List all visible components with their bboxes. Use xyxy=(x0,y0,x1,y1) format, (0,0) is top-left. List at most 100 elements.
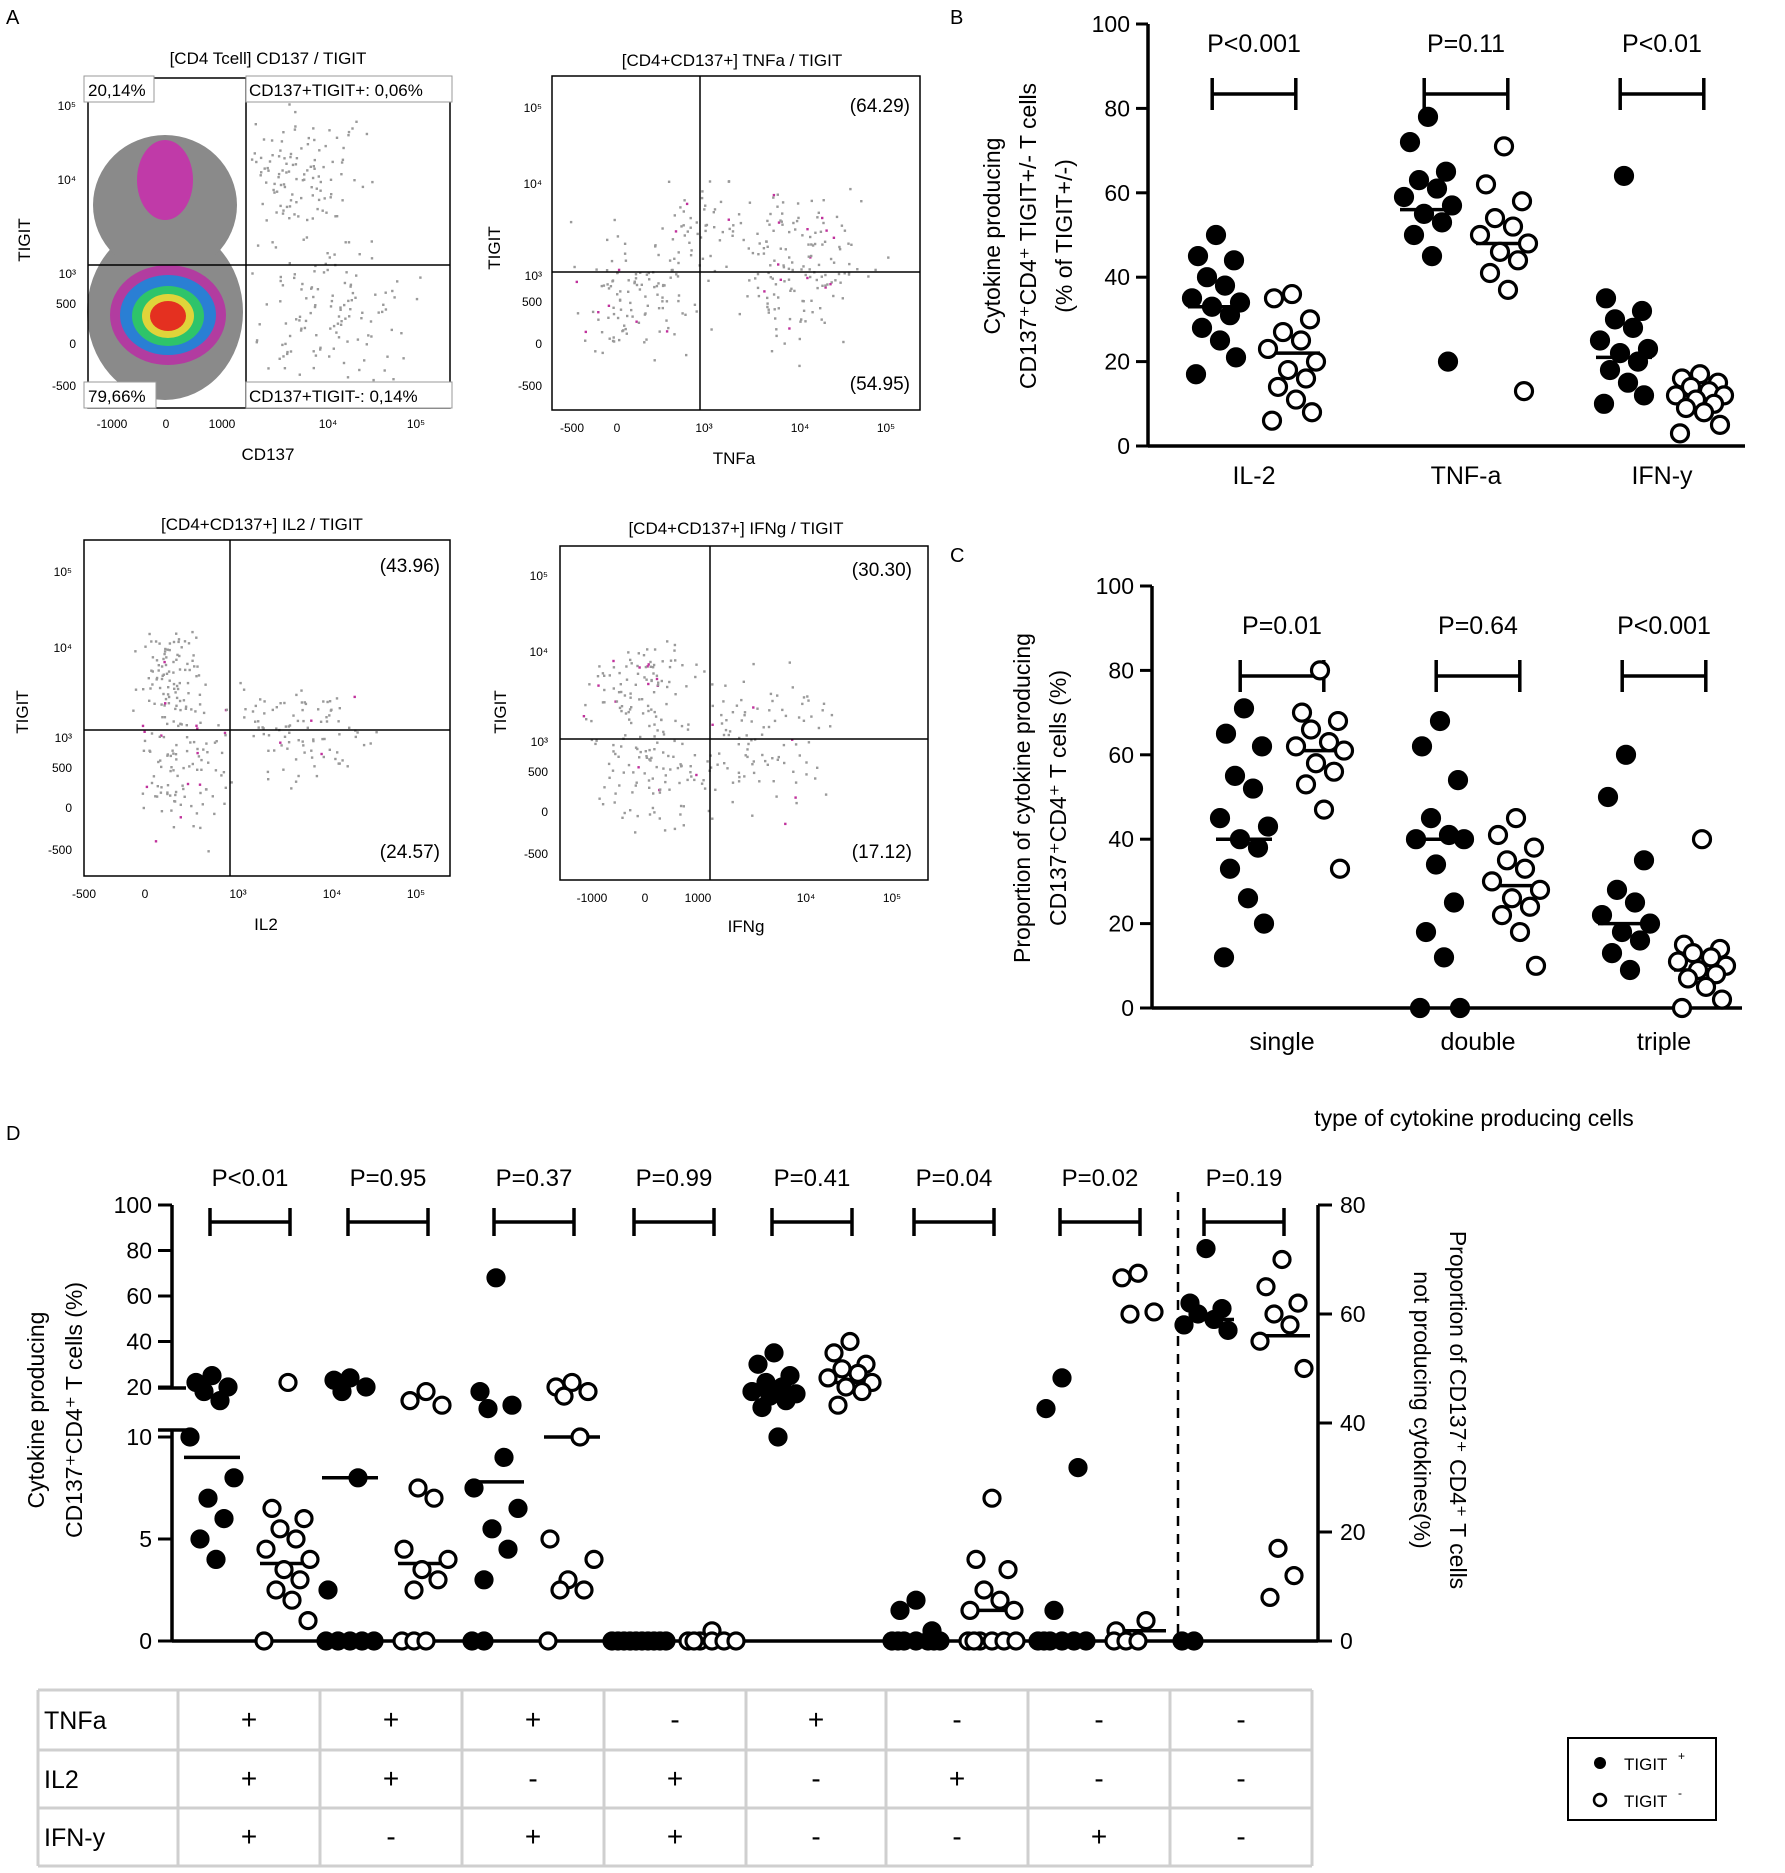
flow-event-dot xyxy=(623,694,627,697)
flow-event-dot xyxy=(252,734,255,738)
y-tick-label: 80 xyxy=(1340,1192,1366,1218)
flow-event-dot xyxy=(274,246,278,249)
flow-event-dot xyxy=(737,780,741,783)
flow-plot-scatter-points xyxy=(132,630,378,853)
x-tick-label: 10⁵ xyxy=(407,417,425,431)
flow-event-dot xyxy=(314,354,318,357)
flow-event-dot xyxy=(612,666,616,669)
flow-event-dot xyxy=(292,714,295,717)
flow-event-dot xyxy=(158,686,162,690)
flow-event-dot xyxy=(199,791,202,795)
flow-event-dot xyxy=(164,702,167,705)
flow-event-dot xyxy=(661,306,664,310)
tigit-neg-point xyxy=(1523,837,1545,858)
flow-event-dot xyxy=(658,817,661,820)
tigit-neg-point xyxy=(1671,997,1693,1019)
flow-event-dot xyxy=(639,750,642,754)
flow-event-dot xyxy=(273,191,276,194)
flow-event-dot xyxy=(265,303,268,306)
flow-event-dot xyxy=(791,261,794,264)
flow-event-dot xyxy=(597,318,600,321)
flow-event-dot xyxy=(313,138,316,142)
p-value-brackets: P=0.01 P=0.64 P<0.001 xyxy=(1238,612,1711,692)
tigit-pos-point xyxy=(364,1631,384,1651)
flow-event-dot xyxy=(300,327,303,330)
flow-event-dot xyxy=(712,211,715,214)
flow-event-dot xyxy=(338,733,341,736)
flow-event-dot xyxy=(663,284,666,287)
tigit-neg-point xyxy=(286,1529,306,1549)
flow-event-dot xyxy=(595,268,598,271)
flow-event-dot xyxy=(652,792,655,795)
flow-event-dot xyxy=(158,735,161,738)
flow-event-dot xyxy=(676,766,680,770)
tigit-neg-point xyxy=(1136,1610,1156,1631)
flow-event-dot xyxy=(811,244,815,247)
flow-event-dot xyxy=(757,294,761,298)
tigit-pos-point xyxy=(194,1381,214,1402)
flow-event-dot xyxy=(771,699,774,703)
flow-event-dot xyxy=(177,640,180,644)
flow-event-dot xyxy=(202,711,206,715)
flow-event-dot xyxy=(665,702,668,706)
flow-event-dot xyxy=(657,681,660,684)
flow-event-dot xyxy=(727,733,730,737)
flow-event-dot xyxy=(775,795,778,798)
flow-event-dot xyxy=(204,788,208,791)
flow-event-dot xyxy=(303,751,306,754)
tigit-pos-point xyxy=(1215,723,1237,744)
flow-event-dot xyxy=(796,202,800,205)
tigit-neg-point xyxy=(828,1395,848,1415)
tigit-pos-point xyxy=(1225,347,1247,368)
tigit-pos-point xyxy=(1219,305,1241,326)
flow-event-dot xyxy=(207,761,210,764)
flow-event-dot xyxy=(618,784,621,787)
x-tick-label: 0 xyxy=(142,887,149,901)
flow-event-dot xyxy=(740,698,743,702)
flow-event-dot xyxy=(746,748,749,751)
flow-event-dot xyxy=(610,259,614,263)
flow-event-dot xyxy=(321,737,324,741)
flow-event-dot xyxy=(179,708,182,712)
flow-plot-title: [CD4 Tcell] CD137 / TIGIT xyxy=(170,49,367,68)
flow-event-dot xyxy=(767,311,770,314)
flow-event-dot xyxy=(339,306,342,309)
category-label: IL-2 xyxy=(1232,462,1275,490)
flow-plot-y-ticks: 10⁵ 10⁴ 10³ 500 0 -500 xyxy=(518,101,542,393)
flow-event-dot xyxy=(653,648,657,651)
flow-event-dot xyxy=(774,283,778,286)
tigit-pos-point xyxy=(1593,393,1615,414)
flow-event-dot xyxy=(594,350,597,353)
flow-event-dot xyxy=(723,762,726,765)
flow-event-dot xyxy=(612,336,615,339)
flow-event-dot xyxy=(830,281,833,284)
flow-event-dot xyxy=(788,230,791,234)
flow-event-dot xyxy=(826,283,829,286)
flow-event-dot xyxy=(618,338,621,342)
flow-event-dot xyxy=(630,721,633,725)
flow-event-dot xyxy=(782,266,786,269)
tigit-neg-point xyxy=(1665,385,1687,406)
tigit-neg-point xyxy=(1257,338,1279,360)
flow-event-dot xyxy=(745,734,748,737)
flow-event-dot xyxy=(835,215,839,219)
flow-event-dot xyxy=(317,198,321,202)
flow-event-dot xyxy=(601,672,605,675)
tigit-neg-point xyxy=(1300,719,1322,740)
flow-event-dot xyxy=(312,739,315,743)
flow-plot-title: [CD4+CD137+] IFNg / TIGIT xyxy=(628,519,843,538)
flow-event-dot xyxy=(646,665,649,668)
tigit-neg-point xyxy=(290,1570,310,1590)
gate-label-lower-left: 79,66% xyxy=(88,387,146,406)
flow-event-dot xyxy=(618,706,622,710)
tigit-neg-point xyxy=(298,1610,318,1631)
flow-event-dot xyxy=(190,708,193,711)
category-label: single xyxy=(1249,1028,1314,1056)
tigit-neg-point xyxy=(1272,321,1294,343)
y-tick-label: 0 xyxy=(65,801,72,815)
flow-event-dot xyxy=(629,809,632,812)
flow-event-dot xyxy=(701,190,704,193)
tigit-pos-point xyxy=(1633,850,1655,871)
flow-event-dot xyxy=(720,713,723,717)
flow-event-dot xyxy=(293,128,297,131)
